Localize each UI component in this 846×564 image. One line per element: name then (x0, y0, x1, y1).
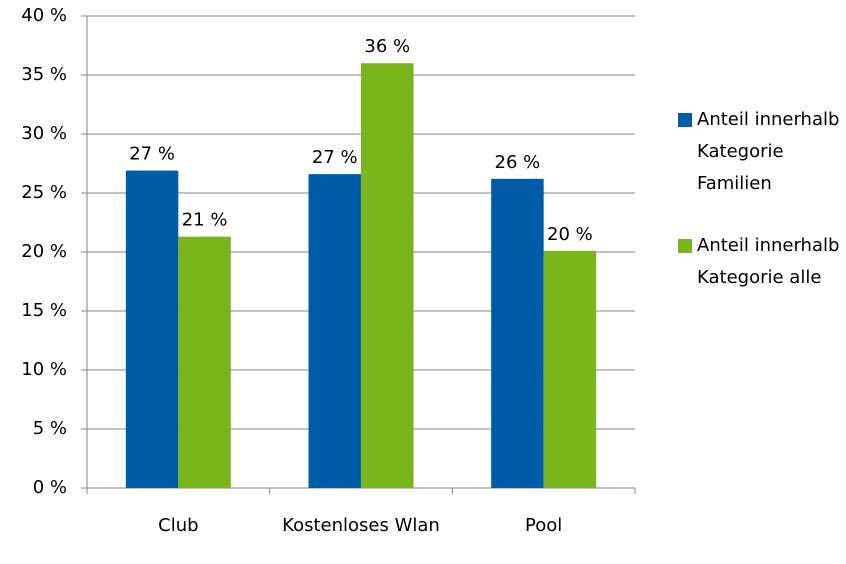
y-tick-label: 25 % (21, 182, 67, 203)
value-label: 21 % (182, 210, 228, 231)
bar (308, 174, 361, 488)
y-tick-label: 10 % (21, 359, 67, 380)
y-tick-label: 5 % (33, 418, 67, 439)
bar (361, 63, 414, 488)
value-label: 27 % (312, 147, 358, 168)
y-tick-label: 15 % (21, 300, 67, 321)
y-tick-label: 40 % (21, 5, 67, 26)
y-tick-label: 20 % (21, 241, 67, 262)
y-tick-label: 35 % (21, 64, 67, 85)
x-tick-label: Club (158, 515, 199, 536)
bar (491, 178, 544, 488)
x-tick-label: Pool (525, 515, 563, 536)
y-tick-label: 0 % (33, 477, 67, 498)
legend-swatch (678, 113, 692, 127)
value-label: 26 % (495, 152, 541, 173)
legend-label: Anteil innerhalb Kategorie alle (697, 235, 840, 288)
legend-swatch (678, 239, 692, 253)
x-tick-label: Kostenloses Wlan (282, 515, 440, 536)
bar (125, 170, 179, 488)
value-label: 36 % (364, 36, 410, 57)
legend-label: Anteil innerhalb Kategorie Familien (697, 109, 840, 194)
bar (178, 236, 231, 488)
y-tick-label: 30 % (21, 123, 67, 144)
value-label: 27 % (129, 144, 175, 165)
bar (543, 250, 597, 488)
value-label: 20 % (547, 224, 593, 245)
